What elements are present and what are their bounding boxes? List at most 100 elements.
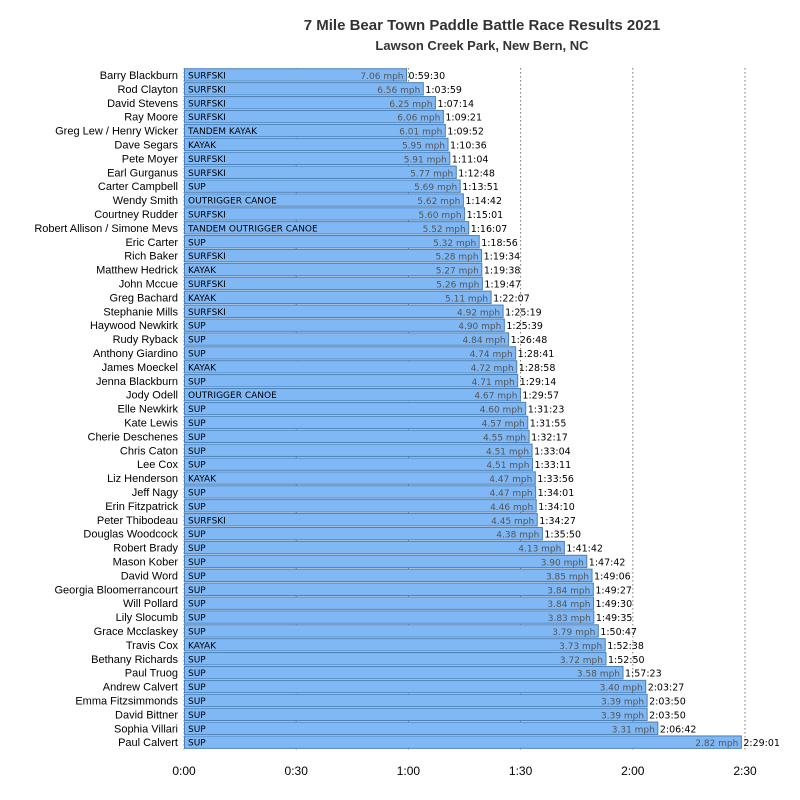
speed-label: 4.74 mph [470,350,513,360]
rider-name-label: John Mccue [119,278,178,290]
finish-time-label: 1:41:42 [566,544,603,555]
rider-name-label: Eric Carter [125,237,178,249]
speed-label: 4.47 mph [490,489,533,499]
result-bar [184,360,518,374]
boat-category-label: SUP [188,558,206,568]
x-tick-label: 2:30 [733,764,757,778]
result-bar [184,471,536,485]
boat-category-label: TANDEM OUTRIGGER CANOE [187,224,318,234]
speed-label: 5.91 mph [404,155,447,165]
boat-category-label: SUP [188,544,206,554]
rider-name-label: Paul Truog [125,668,178,680]
boat-category-label: SURFSKI [188,113,226,123]
result-bar [184,638,606,652]
finish-time-label: 1:31:23 [528,405,565,416]
finish-time-label: 1:09:52 [447,127,484,138]
speed-label: 3.90 mph [541,558,584,568]
finish-time-label: 1:15:01 [467,210,504,221]
rider-name-label: Chris Caton [120,445,178,457]
finish-time-label: 1:57:23 [625,669,662,680]
finish-time-label: 1:19:47 [484,279,521,290]
boat-category-label: SUP [188,336,206,346]
rider-name-label: Stephanie Mills [103,306,178,318]
speed-label: 3.79 mph [552,628,595,638]
rider-name-label: Emma Fitzsimmonds [75,695,178,707]
boat-category-label: SURFSKI [188,99,226,109]
boat-category-label: SUP [188,739,206,749]
finish-time-label: 1:26:48 [511,335,548,346]
finish-time-label: 1:28:58 [519,363,556,374]
finish-time-label: 2:06:42 [660,724,697,735]
boat-category-label: SUP [188,683,206,693]
result-bar [184,207,466,221]
speed-label: 4.47 mph [489,475,532,485]
finish-time-label: 1:13:51 [462,182,499,193]
result-bar [184,123,446,138]
speed-label: 4.92 mph [457,308,500,318]
result-bar [184,513,538,527]
finish-time-label: 1:09:21 [445,113,482,124]
rider-name-label: Jeff Nagy [132,487,179,499]
boat-category-label: SURFSKI [188,252,226,262]
speed-label: 4.46 mph [490,503,533,513]
finish-time-label: 1:28:41 [518,349,555,360]
result-bar [184,137,449,152]
boat-category-label: SUP [188,711,206,721]
boat-category-label: SUP [188,669,206,679]
speed-label: 4.67 mph [474,392,517,402]
result-bar [184,68,408,82]
rider-name-label: James Moeckel [102,362,178,374]
boat-category-label: SURFSKI [188,85,226,95]
rider-name-label: Carter Campbell [98,181,178,193]
boat-category-label: SUP [188,627,206,637]
boat-category-label: SUP [188,572,206,582]
rider-name-label: Liz Henderson [107,473,178,485]
speed-label: 4.57 mph [482,419,525,429]
rider-name-label: Andrew Calvert [103,682,178,694]
boat-category-label: KAYAK [188,641,217,651]
result-bar [184,262,483,277]
result-bar [184,457,533,471]
boat-category-label: OUTRIGGER CANOE [188,391,277,401]
result-bar [184,485,537,499]
speed-label: 7.06 mph [360,72,403,82]
finish-time-label: 1:49:35 [596,613,633,624]
rider-name-label: Jody Odell [126,390,178,402]
speed-label: 5.77 mph [410,169,453,179]
rider-name-label: Rudy Ryback [113,334,179,346]
finish-time-label: 1:03:59 [425,85,462,96]
rider-name-label: Erin Fitzpatrick [105,501,178,513]
rider-name-label: Robert Brady [113,543,178,555]
speed-label: 4.72 mph [471,364,514,374]
result-bar [184,554,588,569]
boat-category-label: SUP [188,725,206,735]
boat-category-label: SUP [188,238,206,248]
finish-time-label: 1:47:42 [589,557,626,568]
speed-label: 4.90 mph [458,322,501,332]
finish-time-label: 1:11:04 [452,154,489,165]
x-tick-label: 0:00 [172,764,196,778]
rider-name-label: Wendy Smith [113,195,178,207]
boat-category-label: SURFSKI [188,308,226,318]
boat-category-label: SUP [188,600,206,610]
speed-label: 3.39 mph [601,711,644,721]
finish-time-label: 1:34:01 [538,488,575,499]
speed-label: 6.25 mph [389,100,432,110]
speed-label: 3.73 mph [559,642,602,652]
boat-category-label: SUP [188,697,206,707]
result-bar [184,707,648,722]
rider-name-label: Ray Moore [124,112,178,124]
boat-category-label: SURFSKI [188,71,226,81]
rider-name-label: David Bittner [115,709,178,721]
speed-label: 5.27 mph [436,267,479,277]
result-bar [184,665,624,680]
rider-name-label: David Stevens [107,98,178,110]
finish-time-label: 1:33:04 [534,446,571,457]
rider-name-label: Lee Cox [137,459,178,471]
speed-label: 3.40 mph [600,684,643,694]
result-bar [184,499,537,513]
rider-name-label: Courtney Rudder [94,209,178,221]
boat-category-label: TANDEM KAYAK [187,127,258,137]
rider-name-label: Travis Cox [126,640,179,652]
